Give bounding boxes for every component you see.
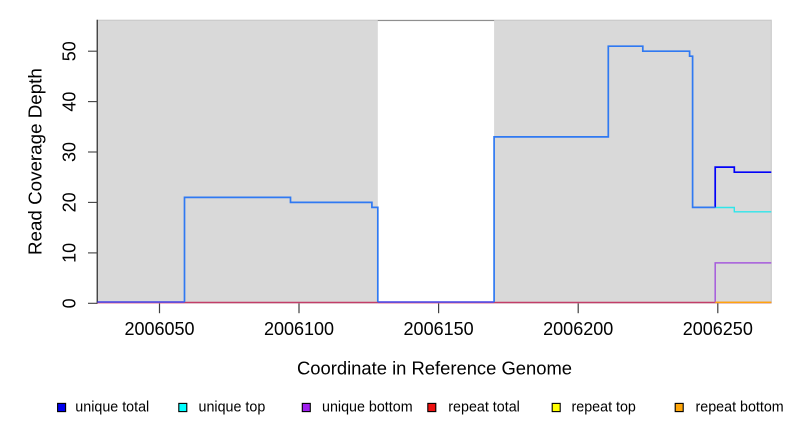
svg-text:20: 20 — [60, 192, 80, 212]
svg-text:40: 40 — [60, 92, 80, 112]
svg-text:30: 30 — [60, 142, 80, 162]
svg-text:unique top: unique top — [199, 400, 266, 416]
svg-text:repeat total: repeat total — [448, 400, 520, 416]
svg-text:repeat bottom: repeat bottom — [696, 400, 784, 416]
svg-text:Read Coverage Depth: Read Coverage Depth — [25, 68, 46, 255]
svg-text:repeat top: repeat top — [572, 400, 636, 416]
svg-text:2006250: 2006250 — [683, 319, 753, 339]
svg-text:unique bottom: unique bottom — [322, 400, 413, 416]
svg-text:0: 0 — [60, 298, 80, 308]
svg-text:2006050: 2006050 — [124, 319, 194, 339]
svg-text:2006100: 2006100 — [264, 319, 334, 339]
svg-text:50: 50 — [60, 41, 80, 61]
svg-text:2006150: 2006150 — [404, 319, 474, 339]
svg-text:Coordinate in Reference Genome: Coordinate in Reference Genome — [297, 357, 572, 378]
svg-text:2006200: 2006200 — [543, 319, 613, 339]
svg-text:10: 10 — [60, 243, 80, 263]
svg-text:unique total: unique total — [75, 400, 149, 416]
